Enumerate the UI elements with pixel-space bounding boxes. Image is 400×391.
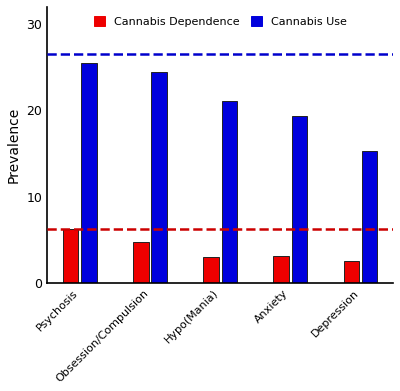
Bar	[81, 63, 97, 283]
Bar	[133, 242, 148, 283]
Bar	[222, 101, 237, 283]
Bar	[292, 116, 307, 283]
Legend: Cannabis Dependence, Cannabis Use: Cannabis Dependence, Cannabis Use	[90, 13, 350, 30]
Y-axis label: Prevalence: Prevalence	[7, 107, 21, 183]
Bar	[274, 256, 289, 283]
Bar	[151, 72, 167, 283]
Bar	[344, 262, 359, 283]
Bar	[362, 151, 377, 283]
Bar	[63, 229, 78, 283]
Bar	[203, 257, 219, 283]
